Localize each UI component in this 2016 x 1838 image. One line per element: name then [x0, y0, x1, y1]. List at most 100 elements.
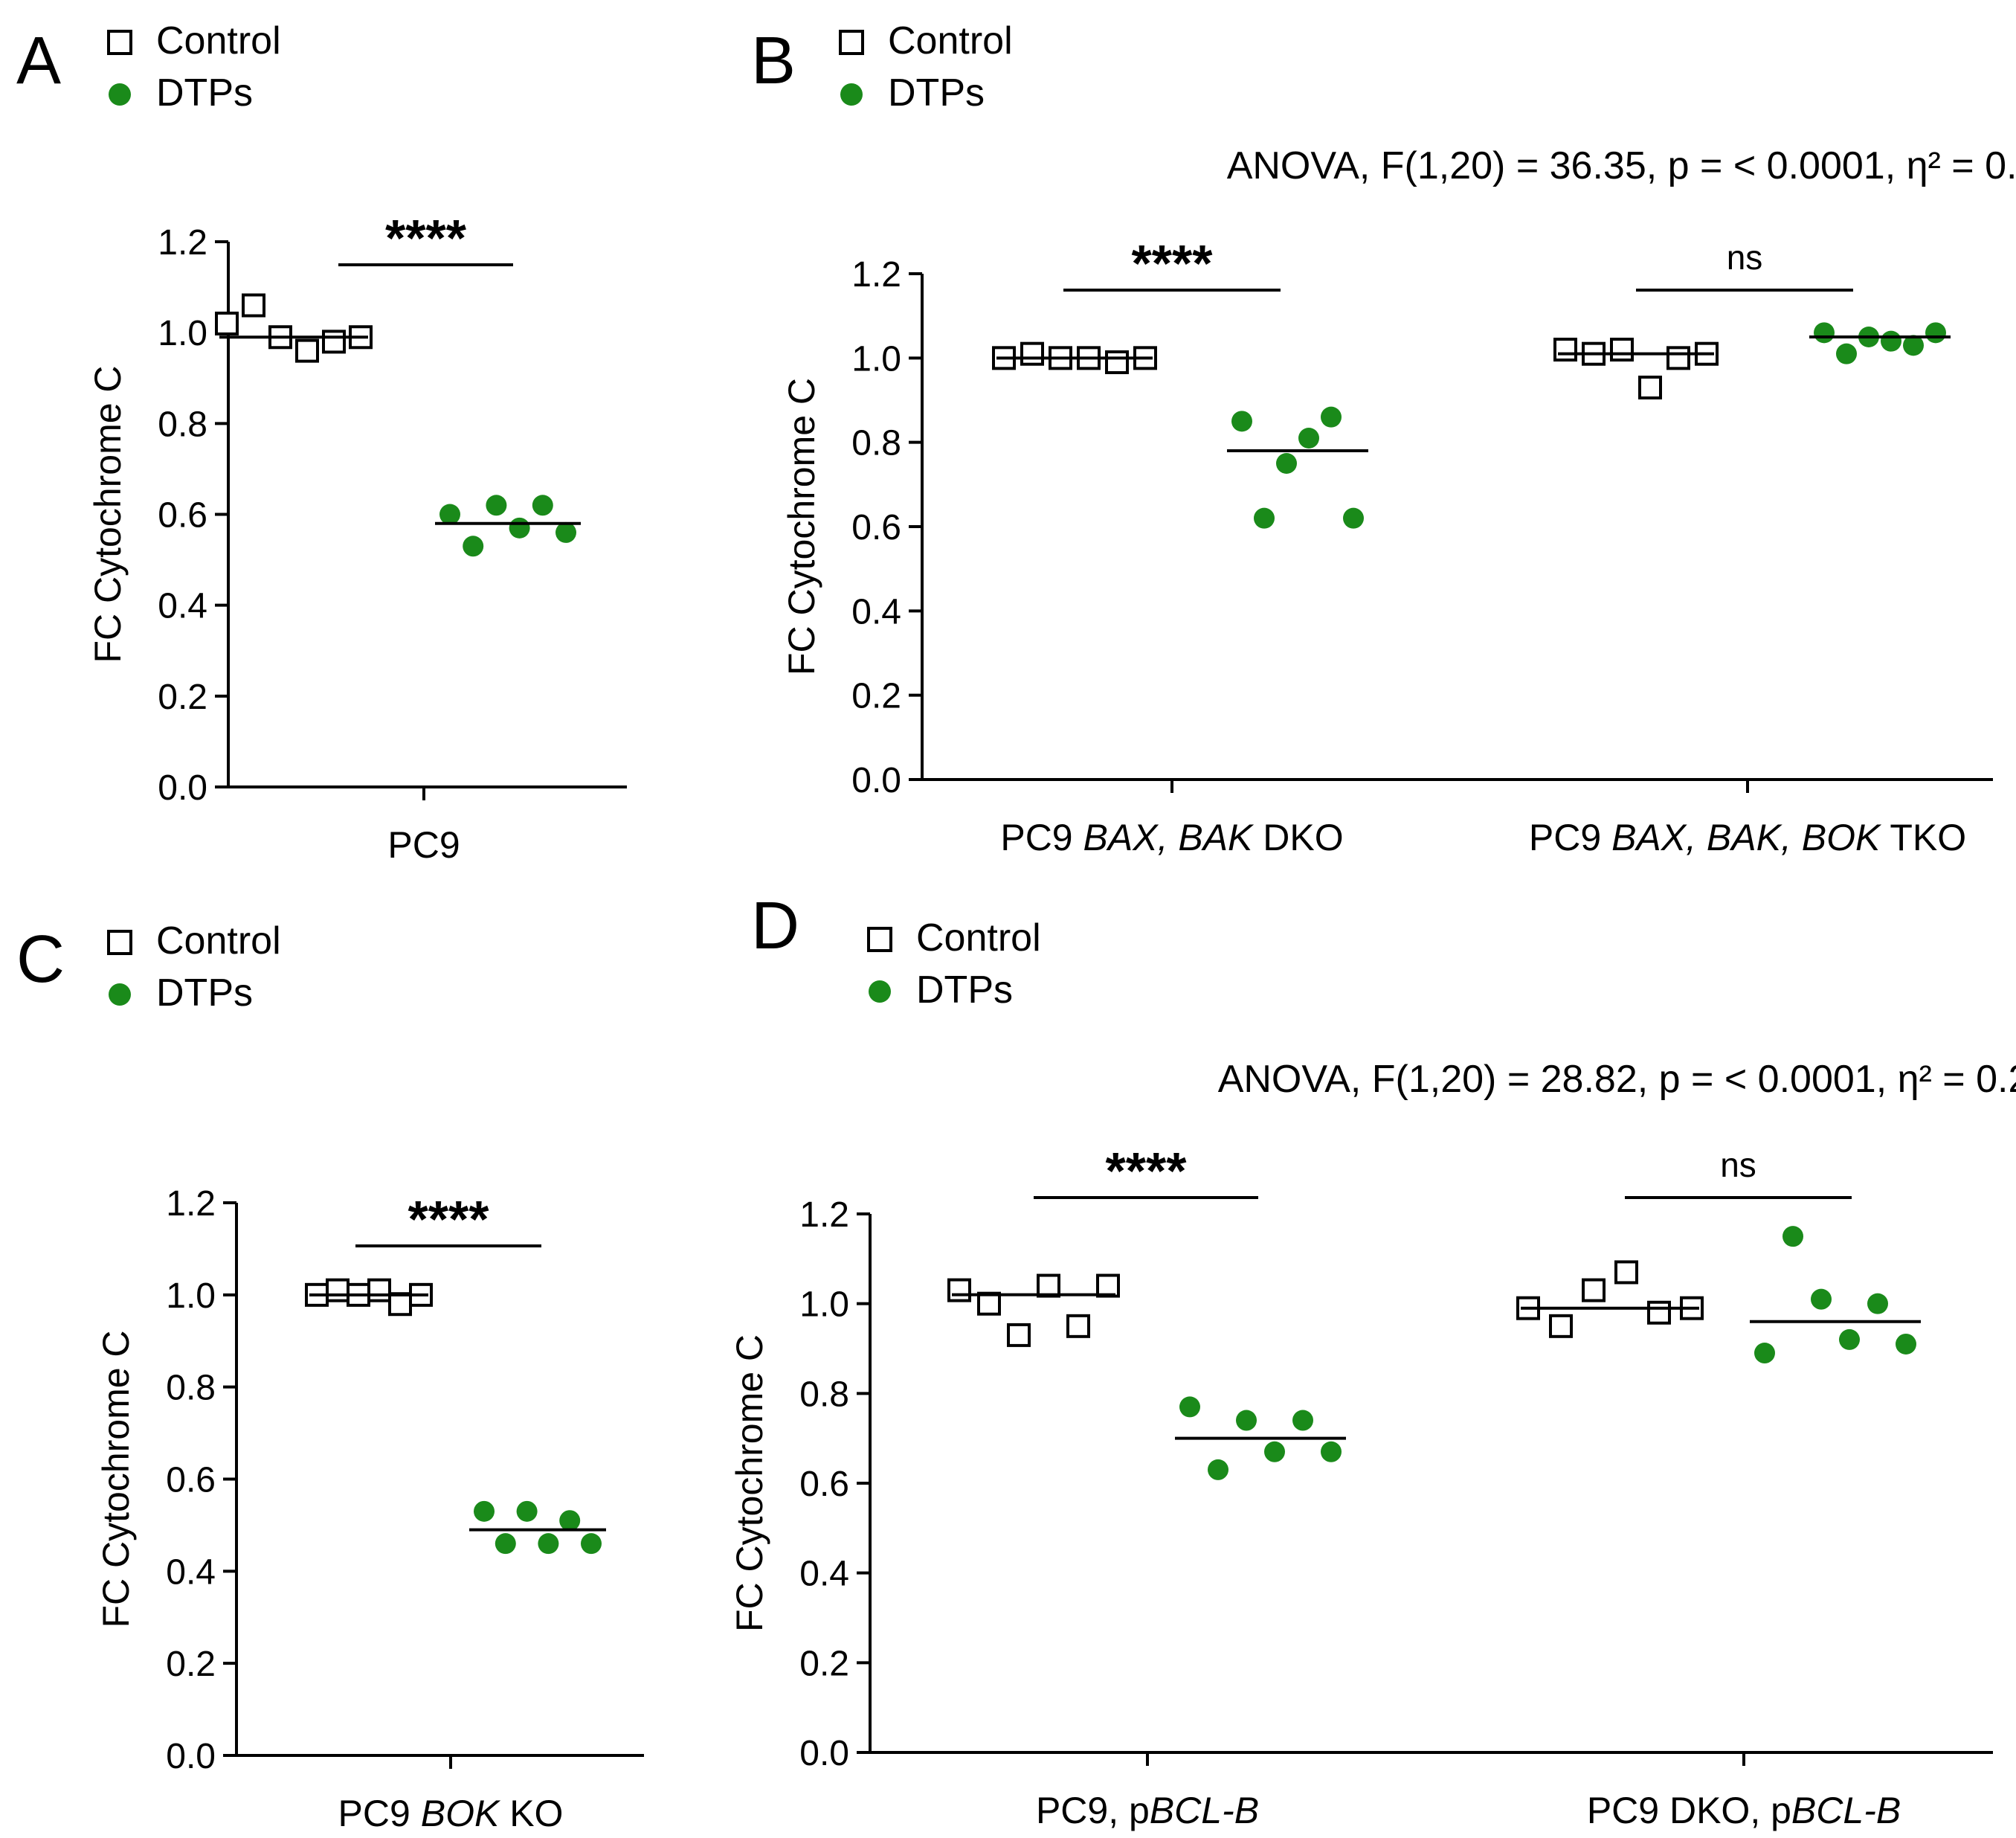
anova-label: ANOVA, F(1,20) = 36.35, p = < 0.0001, η²…: [1227, 144, 2016, 187]
y-axis-label: FC Cytochrome C: [781, 378, 822, 675]
y-tick-label: 0.4: [166, 1552, 216, 1592]
y-tick-label: 1.0: [158, 314, 207, 353]
control-point: [1553, 338, 1577, 362]
x-category-label: PC9, pBCL-B: [1036, 1790, 1259, 1831]
control-point: [1066, 1314, 1090, 1338]
panel-d: D Control DTPs ANOVA, F(1,20) = 28.82, p = …: [729, 889, 2016, 1831]
legend-dtps-circle-icon: [109, 983, 131, 1006]
x-category-label-part: BOK: [421, 1793, 501, 1834]
x-category-label: PC9: [387, 824, 460, 866]
panel-letter: A: [16, 24, 61, 98]
dtps-point: [1754, 1343, 1775, 1364]
legend-control-label: Control: [888, 19, 1013, 62]
legend-dtps-circle-icon: [840, 83, 863, 106]
control-point: [977, 1291, 1001, 1316]
legend-dtps-label: DTPs: [156, 971, 253, 1015]
dtps-point: [1321, 1441, 1342, 1462]
panel-a: A Control DTPs 0.0 0.2 0.4 0.6 0.8 1.0 1.2 FC Cyto…: [16, 19, 627, 866]
x-category-label-part: BCL-B: [1150, 1790, 1259, 1831]
x-category-label-part: PC9: [338, 1793, 421, 1834]
dtps-point: [1782, 1226, 1803, 1247]
control-point: [1610, 338, 1634, 362]
legend-control-square-icon: [839, 30, 864, 55]
dtps-point: [509, 517, 530, 539]
x-category-label-part: DKO: [1252, 817, 1343, 858]
legend-control-label: Control: [916, 916, 1041, 960]
legend-dtps-circle-icon: [869, 980, 891, 1003]
dtps-point: [1298, 428, 1319, 449]
dtps-point: [1343, 507, 1364, 529]
dtps-point: [532, 495, 553, 516]
dtps-point: [1276, 453, 1297, 474]
panel-letter: D: [751, 889, 799, 963]
dtps-point: [516, 1500, 538, 1522]
dtps-point: [1867, 1293, 1888, 1314]
dtps-point: [1881, 330, 1901, 352]
x-category-label-part: PC9: [387, 824, 460, 866]
y-tick-label: 0.2: [799, 1644, 849, 1683]
legend-dtps-label: DTPs: [156, 71, 253, 115]
dtps-point: [581, 1533, 602, 1555]
dtps-point: [1264, 1441, 1285, 1462]
control-point: [1614, 1260, 1638, 1285]
dtps-point: [439, 504, 460, 525]
control-point: [367, 1278, 391, 1302]
control-point: [1020, 341, 1044, 366]
legend-control-label: Control: [156, 919, 281, 963]
dtps-point: [474, 1500, 495, 1522]
dtps-point: [495, 1533, 516, 1555]
y-tick-label: 0.8: [166, 1369, 216, 1408]
x-category-label-part: BAX, BAK: [1083, 817, 1255, 858]
legend-dtps-circle-icon: [109, 83, 131, 106]
dtps-point: [1814, 322, 1835, 344]
y-tick-label: 0.4: [851, 592, 901, 632]
control-point: [1647, 1300, 1671, 1325]
dtps-point: [559, 1510, 581, 1532]
y-tick-label: 0.2: [158, 678, 207, 717]
control-point: [1638, 376, 1662, 399]
dtps-point: [1321, 406, 1342, 428]
x-category-label-part: BCL-B: [1791, 1790, 1901, 1831]
y-axis-label: FC Cytochrome C: [95, 1330, 137, 1627]
x-category-label: PC9 BAX, BAK, BOK TKO: [1529, 817, 1966, 858]
significance-label: ****: [408, 1190, 490, 1248]
control-point: [322, 330, 346, 354]
significance-label: ns: [1727, 238, 1763, 277]
control-point: [1007, 1323, 1031, 1347]
control-point: [215, 311, 239, 335]
x-category-label-part: TKO: [1880, 817, 1966, 858]
legend-control-square-icon: [107, 930, 132, 955]
legend-dtps-label: DTPs: [888, 71, 985, 115]
control-point: [947, 1278, 971, 1302]
y-tick-label: 1.2: [166, 1184, 216, 1224]
dtps-point: [1903, 335, 1924, 356]
y-tick-label: 1.0: [851, 339, 901, 379]
dtps-point: [555, 521, 576, 543]
y-tick-label: 0.8: [799, 1375, 849, 1414]
dtps-point: [1231, 411, 1252, 432]
y-tick-label: 1.0: [166, 1276, 216, 1316]
y-tick-label: 1.2: [158, 223, 207, 263]
dtps-point: [1896, 1333, 1916, 1355]
y-tick-label: 0.0: [166, 1737, 216, 1776]
control-point: [1105, 350, 1129, 374]
dtps-point: [486, 495, 507, 516]
dtps-point: [1254, 507, 1275, 529]
control-point: [1582, 1278, 1606, 1302]
dtps-point: [1208, 1459, 1228, 1480]
y-tick-label: 0.8: [158, 405, 207, 444]
dtps-point: [1925, 322, 1946, 344]
y-tick-label: 0.6: [851, 508, 901, 547]
y-tick-label: 1.0: [799, 1285, 849, 1325]
dtps-point: [1811, 1288, 1832, 1310]
dtps-point: [1836, 343, 1857, 364]
y-tick-label: 0.4: [158, 587, 207, 626]
significance-label: ****: [385, 209, 467, 267]
x-category-label-part: PC9, p: [1036, 1790, 1150, 1831]
significance-label: ns: [1720, 1145, 1756, 1184]
control-point: [326, 1278, 350, 1302]
anova-label: ANOVA, F(1,20) = 28.82, p = < 0.0001, η²…: [1218, 1058, 2016, 1101]
control-point: [1037, 1273, 1060, 1298]
y-axis-label: FC Cytochrome C: [729, 1334, 770, 1632]
